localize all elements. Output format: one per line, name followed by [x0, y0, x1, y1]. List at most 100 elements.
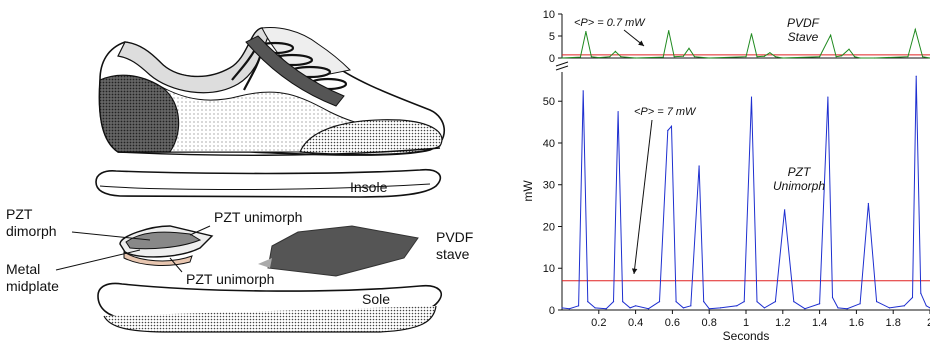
data-point	[876, 301, 878, 303]
data-point	[698, 165, 700, 167]
data-point	[907, 56, 909, 58]
data-point	[750, 96, 753, 98]
data-point	[793, 301, 795, 303]
x-tick-label: 1.4	[812, 317, 827, 329]
data-point	[614, 50, 616, 53]
pzt-unimorph-top-label: PZT unimorph	[214, 209, 302, 225]
data-point	[848, 48, 850, 50]
data-point	[853, 56, 856, 58]
data-point	[670, 125, 673, 127]
annotation-arrowhead	[638, 40, 644, 46]
y-tick-label: 30	[543, 180, 555, 192]
series-label-line-2: Unimorph	[773, 179, 825, 193]
data-point	[609, 56, 611, 58]
y-tick-label: 0	[549, 305, 555, 317]
data-point	[629, 307, 631, 309]
data-point	[673, 56, 675, 58]
data-point	[612, 301, 615, 303]
x-tick-label: 1.8	[886, 317, 901, 329]
data-point	[874, 57, 876, 59]
data-point	[693, 56, 696, 58]
data-point	[835, 56, 837, 58]
data-point	[859, 303, 861, 305]
data-point	[774, 56, 777, 58]
series-label-line-1: PVDF	[787, 16, 820, 30]
pvdf-stave-label: PVDF stave	[436, 229, 477, 262]
pzt-dimorph-label: PZT dimorph	[6, 206, 57, 239]
x-tick-label: 1.6	[849, 317, 864, 329]
data-point	[561, 57, 563, 59]
data-point	[582, 90, 584, 92]
data-point	[682, 55, 685, 57]
callouts	[55, 225, 211, 273]
x-tick-label: 0.6	[665, 317, 680, 329]
y-tick-label: 50	[543, 96, 555, 108]
data-point	[804, 308, 806, 310]
pzt-elements	[119, 225, 214, 266]
data-point	[579, 56, 582, 58]
series-label-line-1: PZT	[788, 165, 812, 179]
x-tick-label: 1	[743, 317, 749, 329]
y-tick-label: 20	[543, 221, 555, 233]
data-point	[784, 209, 786, 211]
data-point	[590, 56, 593, 58]
annotation-arrowhead	[631, 268, 638, 274]
data-point	[846, 308, 848, 310]
pzt-power-chart: 0 10 20 30 40 50 0.2 0.4 0.6 0.8 1 1.2 1.4 1.6 1.8 2 <P>…	[521, 61, 930, 343]
pvdf-stave	[258, 225, 419, 277]
data-point	[708, 308, 710, 310]
sole: Sole	[97, 282, 442, 333]
data-point	[668, 30, 670, 32]
data-point	[620, 56, 622, 58]
data-point	[585, 31, 587, 33]
data-point	[827, 96, 829, 98]
data-point	[774, 301, 777, 303]
data-point	[658, 301, 661, 303]
data-point	[903, 305, 905, 307]
data-point	[750, 33, 753, 35]
data-point	[675, 301, 677, 303]
annotation-arrow-line	[633, 119, 653, 275]
average-power-annotation: <P> = 0.7 mW	[574, 17, 646, 29]
data-point	[667, 129, 669, 132]
data-point	[662, 56, 664, 58]
data-point	[888, 307, 891, 309]
data-point	[782, 57, 784, 59]
shoe-upper	[98, 27, 445, 156]
average-power-annotation: <P> = 7 mW	[634, 106, 697, 118]
insole-label: Insole	[350, 179, 388, 195]
data-point	[837, 307, 839, 309]
pzt-unimorph-bottom-label: PZT unimorph	[186, 271, 274, 287]
data-point	[915, 75, 917, 77]
series-label-line-2: Stave	[788, 30, 819, 44]
data-point	[736, 305, 738, 307]
pzt-unimorph-line	[561, 76, 930, 310]
x-tick-label: 0.4	[628, 317, 643, 329]
axis-break-mark	[555, 61, 569, 71]
y-tick-label: 10	[543, 263, 555, 275]
data-point	[745, 56, 747, 58]
data-point	[598, 56, 600, 59]
data-point	[594, 307, 596, 309]
data-point	[568, 308, 570, 310]
data-point	[635, 305, 637, 307]
data-point	[859, 57, 861, 59]
x-tick-label: 2	[927, 317, 930, 329]
data-point	[690, 305, 692, 307]
shoe-diagram: Insole Sole PZT dimorph	[6, 27, 477, 333]
data-point	[831, 296, 834, 299]
data-point	[688, 47, 690, 49]
y-tick-label: 0	[549, 53, 555, 65]
data-point	[561, 307, 563, 309]
data-point	[617, 111, 619, 113]
y-tick-label: 10	[543, 9, 555, 21]
data-point	[756, 301, 758, 303]
data-point	[911, 296, 914, 299]
data-point	[769, 52, 771, 54]
x-tick-label: 0.2	[591, 317, 606, 329]
data-point	[703, 301, 705, 303]
y-tick-label: 40	[543, 138, 555, 150]
x-tick-label: 0.8	[702, 317, 717, 329]
data-point	[867, 202, 869, 205]
